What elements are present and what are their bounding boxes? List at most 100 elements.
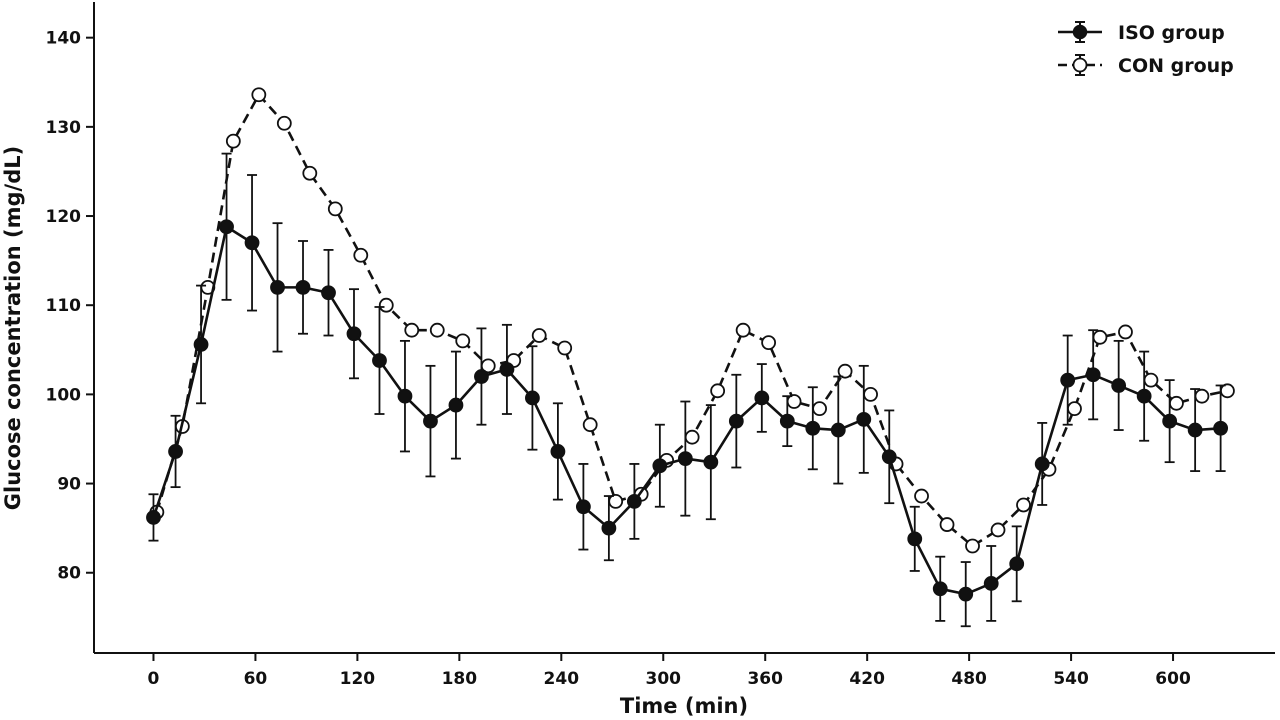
con-point	[761, 335, 777, 351]
con-point	[531, 328, 547, 343]
series-layer	[146, 87, 1235, 628]
x-tick-label: 300	[646, 669, 682, 689]
iso-point	[958, 586, 974, 602]
iso-point	[219, 219, 234, 235]
iso-point	[525, 390, 540, 406]
iso-point	[1213, 420, 1229, 436]
con-point	[225, 133, 241, 149]
x-tick-label: 360	[747, 669, 783, 689]
iso-point	[754, 390, 770, 406]
con-point	[684, 429, 700, 445]
con-line	[155, 93, 1228, 548]
con-point	[710, 383, 726, 399]
con-point	[353, 247, 369, 263]
iso-point	[805, 420, 821, 436]
con-point	[1118, 324, 1133, 340]
y-tick-label: 90	[57, 475, 81, 495]
con-point	[914, 488, 929, 504]
x-tick-label: 0	[148, 669, 160, 689]
legend-item-iso: ISO group	[1058, 21, 1225, 44]
iso-point	[346, 326, 362, 342]
con-point	[1143, 372, 1159, 388]
iso-point	[397, 388, 413, 404]
iso-point	[1136, 388, 1152, 404]
axes	[93, 2, 1275, 654]
iso-point	[907, 531, 923, 547]
iso-point	[728, 413, 744, 429]
series-con	[149, 87, 1235, 554]
iso-point	[1187, 422, 1203, 438]
y-ticks: 80 90 100 110 120 130 140	[46, 29, 94, 584]
con-point	[327, 201, 343, 217]
x-tick-label: 480	[951, 669, 987, 689]
x-ticks: 0 60 120 180 240 300 360 420 480 540 600	[148, 653, 1191, 689]
iso-point	[550, 444, 566, 459]
iso-point	[856, 411, 872, 427]
x-tick-label: 60	[244, 669, 268, 689]
iso-point	[295, 279, 311, 295]
legend-item-con: CON group	[1058, 54, 1234, 77]
x-tick-label: 420	[849, 669, 885, 689]
iso-point	[372, 353, 387, 368]
con-point	[1169, 395, 1184, 411]
series-iso	[146, 152, 1229, 628]
iso-point	[703, 454, 719, 470]
iso-point	[601, 520, 617, 536]
con-point	[1016, 497, 1031, 513]
iso-point	[168, 444, 183, 459]
iso-point	[499, 362, 515, 377]
y-tick-label: 100	[46, 385, 82, 405]
legend-con-label: CON group	[1118, 55, 1234, 77]
iso-point	[1085, 367, 1101, 383]
y-tick-label: 130	[46, 118, 82, 138]
iso-point	[474, 369, 489, 384]
y-tick-label: 110	[46, 296, 82, 316]
iso-point	[932, 581, 948, 597]
iso-point	[423, 413, 438, 429]
con-point	[302, 165, 318, 181]
iso-point	[1111, 378, 1127, 393]
iso-point	[270, 279, 285, 295]
iso-point	[830, 422, 846, 438]
con-point	[251, 87, 267, 103]
x-axis-title: Time (min)	[620, 694, 748, 718]
con-point	[455, 333, 471, 349]
con-point	[965, 538, 980, 554]
legend-iso-label: ISO group	[1118, 22, 1225, 44]
iso-point	[193, 337, 209, 352]
iso-point	[244, 235, 260, 251]
y-tick-label: 80	[57, 564, 81, 584]
con-point	[990, 522, 1006, 538]
con-point	[1092, 329, 1108, 345]
x-tick-label: 540	[1053, 669, 1089, 689]
iso-point	[983, 576, 999, 591]
x-tick-label: 120	[340, 669, 376, 689]
y-axis-title: Glucose concentration (mg/dL)	[1, 146, 25, 510]
y-tick-label: 140	[46, 29, 82, 49]
con-point	[429, 322, 445, 338]
iso-point	[1060, 372, 1076, 388]
con-point	[939, 517, 955, 532]
con-point	[863, 386, 878, 402]
con-point	[404, 322, 420, 338]
legend-con-marker	[1072, 57, 1088, 73]
iso-point	[448, 397, 464, 413]
iso-point	[881, 449, 897, 465]
iso-point	[677, 451, 693, 466]
iso-point	[575, 499, 591, 515]
iso-point	[652, 458, 668, 474]
iso-point	[1162, 413, 1178, 429]
con-point	[557, 340, 573, 356]
iso-point	[779, 413, 795, 429]
con-point	[276, 115, 292, 131]
con-point	[1067, 401, 1082, 417]
iso-point	[1034, 456, 1050, 472]
con-point	[1194, 388, 1210, 404]
iso-point	[321, 285, 336, 301]
x-tick-label: 600	[1155, 669, 1191, 689]
x-tick-label: 240	[544, 669, 580, 689]
iso-point	[626, 493, 642, 509]
con-point	[378, 297, 394, 313]
con-point	[582, 417, 598, 433]
